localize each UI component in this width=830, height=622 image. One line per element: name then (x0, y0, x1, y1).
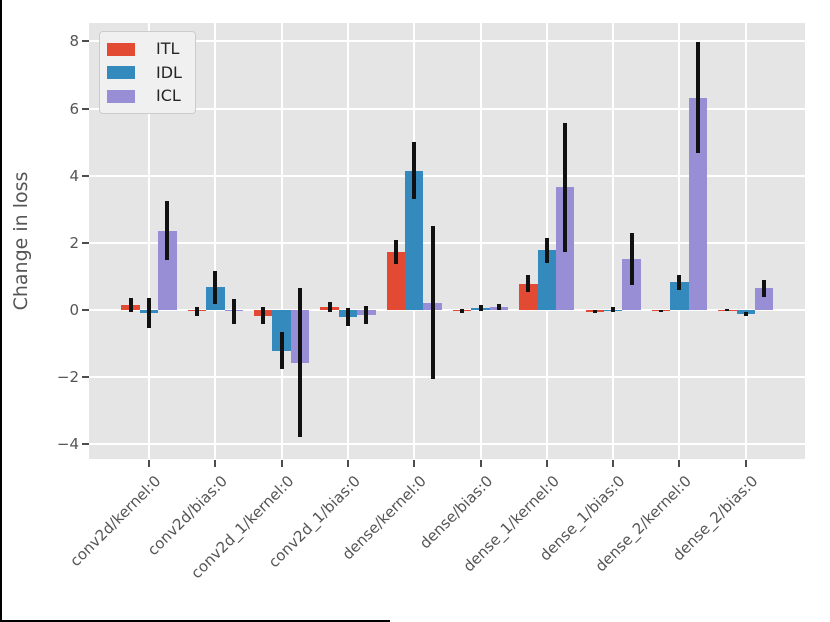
gridline-horizontal (89, 443, 805, 446)
y-tick-label: 0 (69, 300, 79, 319)
error-bar-ICL (231, 298, 236, 325)
bar-IDL (670, 282, 689, 310)
error-bar-ITL (592, 309, 597, 314)
error-bar-IDL (677, 275, 682, 290)
legend-item-IDL: IDL (107, 62, 184, 82)
error-bar-ITL (460, 309, 465, 313)
legend-swatch-ITL (107, 42, 135, 56)
y-tick-mark (82, 107, 89, 110)
x-tick-mark (413, 460, 416, 467)
error-bar-ICL (364, 305, 369, 325)
error-bar-ITL (393, 240, 398, 265)
error-bar-IDL (345, 307, 350, 326)
error-bar-ICL (695, 42, 700, 154)
error-bar-IDL (611, 306, 616, 313)
bar-ICL (158, 230, 177, 310)
bar-IDL (405, 170, 424, 310)
legend-label: ITL (156, 39, 180, 58)
y-tick-mark (82, 241, 89, 244)
y-tick-mark (82, 376, 89, 379)
x-tick-mark (346, 460, 349, 467)
error-bar-IDL (279, 332, 284, 370)
plot-area (89, 23, 805, 459)
error-bar-ITL (261, 307, 266, 325)
y-tick-mark (82, 443, 89, 446)
error-bar-ICL (165, 201, 170, 261)
gridline-vertical (678, 23, 681, 459)
error-bar-ITL (526, 275, 531, 293)
gridline-vertical (744, 23, 747, 459)
error-bar-IDL (213, 270, 218, 304)
gridline-vertical (612, 23, 615, 459)
error-bar-ICL (563, 122, 568, 252)
error-bar-IDL (412, 142, 417, 200)
bar-IDL (736, 309, 755, 314)
error-bar-IDL (478, 304, 483, 311)
gridline-horizontal (89, 308, 805, 311)
y-tick-label: 4 (69, 166, 79, 185)
y-tick-label: −2 (56, 368, 79, 387)
bar-IDL (537, 250, 557, 310)
gridline-vertical (148, 23, 150, 459)
x-tick-mark (612, 460, 615, 467)
y-tick-label: 8 (69, 32, 79, 51)
gridline-vertical (479, 23, 482, 459)
gridline-vertical (346, 23, 349, 459)
gridline-horizontal (89, 241, 805, 244)
y-tick-mark (82, 174, 89, 177)
y-tick-label: −4 (56, 435, 79, 454)
screen-edge-left (0, 0, 2, 622)
gridline-horizontal (89, 107, 805, 110)
x-tick-mark (678, 460, 681, 467)
error-bar-ITL (659, 309, 664, 312)
y-tick-mark (82, 308, 89, 311)
error-bar-ITL (128, 297, 133, 312)
error-bar-ITL (194, 306, 199, 316)
gridline-vertical (280, 23, 283, 459)
x-tick-mark (744, 460, 747, 467)
gridline-vertical (214, 23, 217, 459)
error-bar-ICL (629, 233, 634, 286)
legend-swatch-IDL (107, 66, 135, 79)
gridline-horizontal (89, 376, 805, 379)
legend: ITL IDL ICL (99, 31, 196, 114)
error-bar-ICL (298, 288, 303, 438)
bar-ICL (754, 288, 774, 310)
legend-swatch-ICL (107, 89, 135, 103)
legend-label: ICL (156, 86, 181, 105)
y-tick-label: 2 (69, 233, 79, 252)
legend-label: IDL (156, 62, 182, 82)
x-tick-mark (148, 460, 150, 467)
x-tick-label-text: conv2d/kernel:0 (66, 472, 165, 571)
x-tick-mark (479, 460, 482, 467)
error-bar-ITL (725, 309, 730, 312)
screen-edge-bottom (0, 620, 390, 622)
error-bar-IDL (544, 237, 549, 263)
error-bar-ITL (327, 301, 332, 312)
bar-ITL (519, 283, 538, 310)
error-bar-ICL (496, 303, 501, 310)
error-bar-IDL (743, 311, 748, 316)
y-tick-mark (82, 40, 89, 43)
bar-ITL (386, 252, 406, 310)
x-tick-mark (545, 460, 548, 467)
error-bar-IDL (147, 298, 151, 329)
legend-item-ICL: ICL (107, 88, 184, 104)
gridline-horizontal (89, 174, 805, 177)
bar-IDL (272, 309, 291, 351)
legend-item-ITL: ITL (107, 41, 184, 57)
y-tick-label: 6 (69, 99, 79, 118)
gridline-horizontal (89, 40, 805, 43)
x-tick-mark (280, 460, 283, 467)
error-bar-ICL (430, 226, 435, 379)
bar-ICL (688, 97, 708, 310)
error-bar-ICL (762, 279, 767, 297)
x-tick-mark (214, 460, 217, 467)
